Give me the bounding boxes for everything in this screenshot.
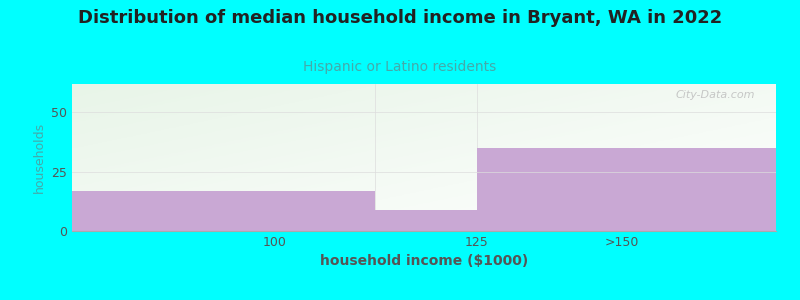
Bar (375, 210, 477, 231)
Text: Distribution of median household income in Bryant, WA in 2022: Distribution of median household income … (78, 9, 722, 27)
X-axis label: household income ($1000): household income ($1000) (320, 254, 528, 268)
Text: Hispanic or Latino residents: Hispanic or Latino residents (303, 60, 497, 74)
Bar (477, 148, 776, 231)
Bar (72, 191, 375, 231)
Y-axis label: households: households (33, 122, 46, 193)
Text: City-Data.com: City-Data.com (675, 90, 755, 100)
